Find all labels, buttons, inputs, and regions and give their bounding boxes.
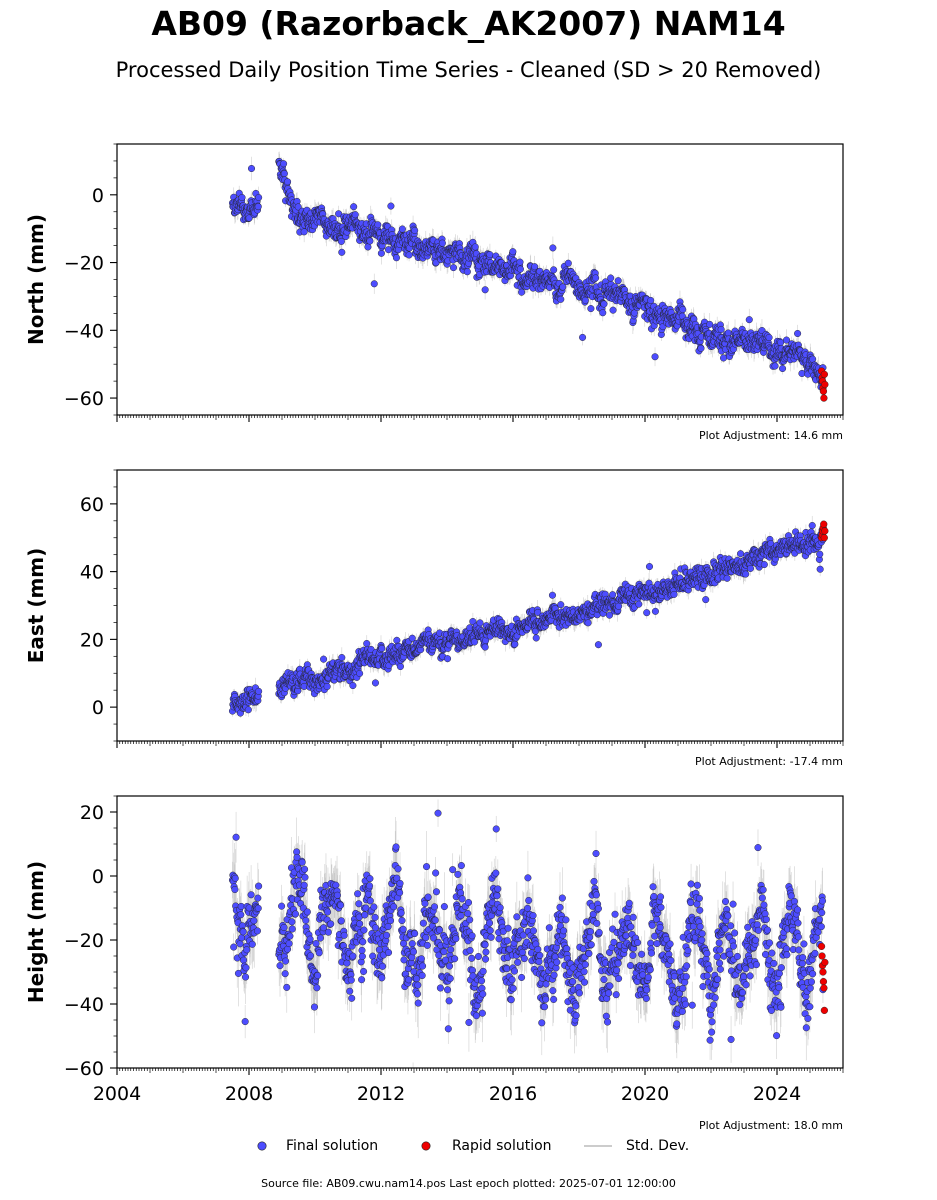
- north-y-axis: 0 −20 −40 −60 North (mm): [24, 143, 117, 416]
- data-point: [374, 221, 382, 229]
- data-point: [364, 243, 372, 251]
- data-point: [794, 329, 802, 338]
- data-point: [378, 644, 386, 653]
- data-point: [706, 320, 714, 328]
- north-panel: 0 −20 −40 −60 North (mm): [24, 143, 844, 422]
- data-point: [777, 338, 785, 347]
- data-point: [481, 286, 489, 294]
- data-point: [366, 237, 374, 245]
- data-point: [607, 274, 615, 282]
- data-point: [531, 263, 539, 271]
- data-point: [609, 306, 617, 314]
- data-point: [370, 280, 378, 288]
- data-point: [724, 329, 732, 337]
- data-point: [592, 274, 600, 282]
- data-point: [377, 249, 385, 257]
- data-point: [509, 248, 517, 256]
- rapid-point: [820, 394, 828, 402]
- data-point: [356, 669, 364, 677]
- data-point: [411, 226, 419, 234]
- east-points: [228, 522, 827, 717]
- data-point: [779, 364, 787, 373]
- data-point: [392, 254, 400, 262]
- data-point: [398, 225, 406, 233]
- data-point: [337, 237, 345, 245]
- rapid-point: [820, 370, 829, 378]
- data-point: [438, 239, 446, 247]
- chart-title: AB09 (Razorback_AK2007) NAM14: [151, 4, 786, 43]
- data-point: [717, 325, 725, 333]
- data-point: [518, 288, 526, 296]
- north-y-label: North (mm): [24, 214, 48, 345]
- data-point: [320, 655, 328, 663]
- rapid-point: [821, 380, 829, 389]
- data-point: [350, 203, 358, 211]
- chart-subtitle: Processed Daily Position Time Series - C…: [115, 58, 822, 82]
- data-point: [550, 266, 558, 274]
- data-point: [647, 296, 655, 304]
- data-point: [338, 248, 346, 256]
- data-point: [579, 333, 587, 341]
- data-point: [280, 160, 288, 168]
- data-point: [449, 264, 457, 272]
- data-point: [463, 268, 471, 276]
- data-point: [244, 706, 252, 714]
- data-point: [587, 305, 595, 313]
- rapid-point: [819, 387, 828, 395]
- data-point: [405, 251, 413, 259]
- data-point: [765, 334, 773, 342]
- north-series-rapid: [817, 367, 829, 402]
- data-point: [600, 300, 608, 308]
- east-series-final: [228, 515, 829, 718]
- data-point: [559, 283, 567, 291]
- north-series-final: [228, 151, 829, 402]
- data-point: [387, 202, 395, 210]
- data-point: [745, 316, 753, 324]
- y-tick-label: 0: [92, 185, 104, 207]
- data-point: [255, 193, 263, 202]
- data-point: [549, 244, 557, 252]
- data-point: [280, 170, 288, 178]
- data-point: [679, 306, 687, 314]
- y-tick-label: −60: [64, 388, 104, 410]
- data-point: [300, 228, 308, 236]
- data-point: [471, 243, 479, 251]
- north-points: [228, 157, 827, 391]
- data-point: [614, 277, 622, 285]
- data-point: [245, 214, 253, 222]
- data-point: [338, 654, 346, 662]
- north-x-axis: [116, 415, 844, 422]
- data-point: [238, 194, 246, 202]
- data-point: [516, 258, 524, 266]
- data-point: [581, 296, 589, 304]
- data-point: [371, 679, 379, 687]
- data-point: [363, 640, 371, 648]
- y-tick-label: −20: [64, 253, 104, 275]
- data-point: [599, 309, 607, 317]
- data-point: [349, 682, 357, 690]
- data-point: [651, 353, 659, 361]
- y-tick-label: −40: [64, 320, 104, 342]
- data-point: [351, 211, 359, 219]
- data-point: [697, 344, 705, 352]
- data-point: [284, 178, 292, 186]
- data-point: [557, 295, 565, 303]
- data-point: [564, 259, 572, 267]
- data-point: [254, 203, 262, 211]
- data-point: [782, 336, 791, 344]
- data-point: [255, 687, 263, 695]
- data-point: [247, 164, 256, 173]
- data-point: [771, 362, 779, 370]
- data-point: [335, 210, 343, 218]
- data-point: [630, 309, 638, 317]
- data-point: [323, 683, 331, 691]
- data-point: [486, 251, 494, 259]
- data-point: [516, 265, 524, 273]
- data-point: [809, 355, 817, 363]
